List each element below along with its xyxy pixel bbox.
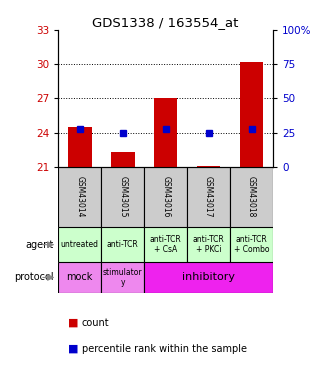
Bar [68, 127, 92, 167]
Bar [58, 167, 101, 227]
Text: GSM43015: GSM43015 [118, 176, 127, 218]
Text: anti-TCR
+ PKCi: anti-TCR + PKCi [193, 235, 224, 254]
Text: GSM43017: GSM43017 [204, 176, 213, 218]
Bar [144, 167, 187, 227]
Bar [101, 167, 144, 227]
Text: anti-TCR: anti-TCR [107, 240, 139, 249]
Text: inhibitory: inhibitory [182, 273, 235, 282]
Bar [154, 98, 177, 167]
Bar [197, 166, 220, 167]
Text: untreated: untreated [61, 240, 99, 249]
Text: count: count [82, 318, 109, 327]
Text: ■: ■ [68, 318, 79, 327]
Text: anti-TCR
+ CsA: anti-TCR + CsA [150, 235, 181, 254]
Bar [58, 262, 101, 292]
Bar [58, 227, 101, 262]
Bar [187, 227, 230, 262]
Text: agent: agent [26, 240, 54, 250]
Bar [111, 152, 135, 167]
Bar [230, 227, 273, 262]
Text: GSM43014: GSM43014 [75, 176, 84, 218]
Bar [101, 262, 144, 292]
Text: ■: ■ [68, 344, 79, 354]
Bar [101, 227, 144, 262]
Bar [144, 227, 187, 262]
Text: stimulator
y: stimulator y [103, 268, 143, 287]
Text: mock: mock [67, 273, 93, 282]
Bar [230, 167, 273, 227]
Bar [187, 167, 230, 227]
Text: GSM43016: GSM43016 [161, 176, 170, 218]
Text: GSM43018: GSM43018 [247, 176, 256, 218]
Title: GDS1338 / 163554_at: GDS1338 / 163554_at [93, 16, 239, 29]
Bar [144, 262, 273, 292]
Text: protocol: protocol [14, 273, 54, 282]
Text: anti-TCR
+ Combo: anti-TCR + Combo [234, 235, 269, 254]
Bar [240, 62, 263, 167]
Text: percentile rank within the sample: percentile rank within the sample [82, 344, 246, 354]
